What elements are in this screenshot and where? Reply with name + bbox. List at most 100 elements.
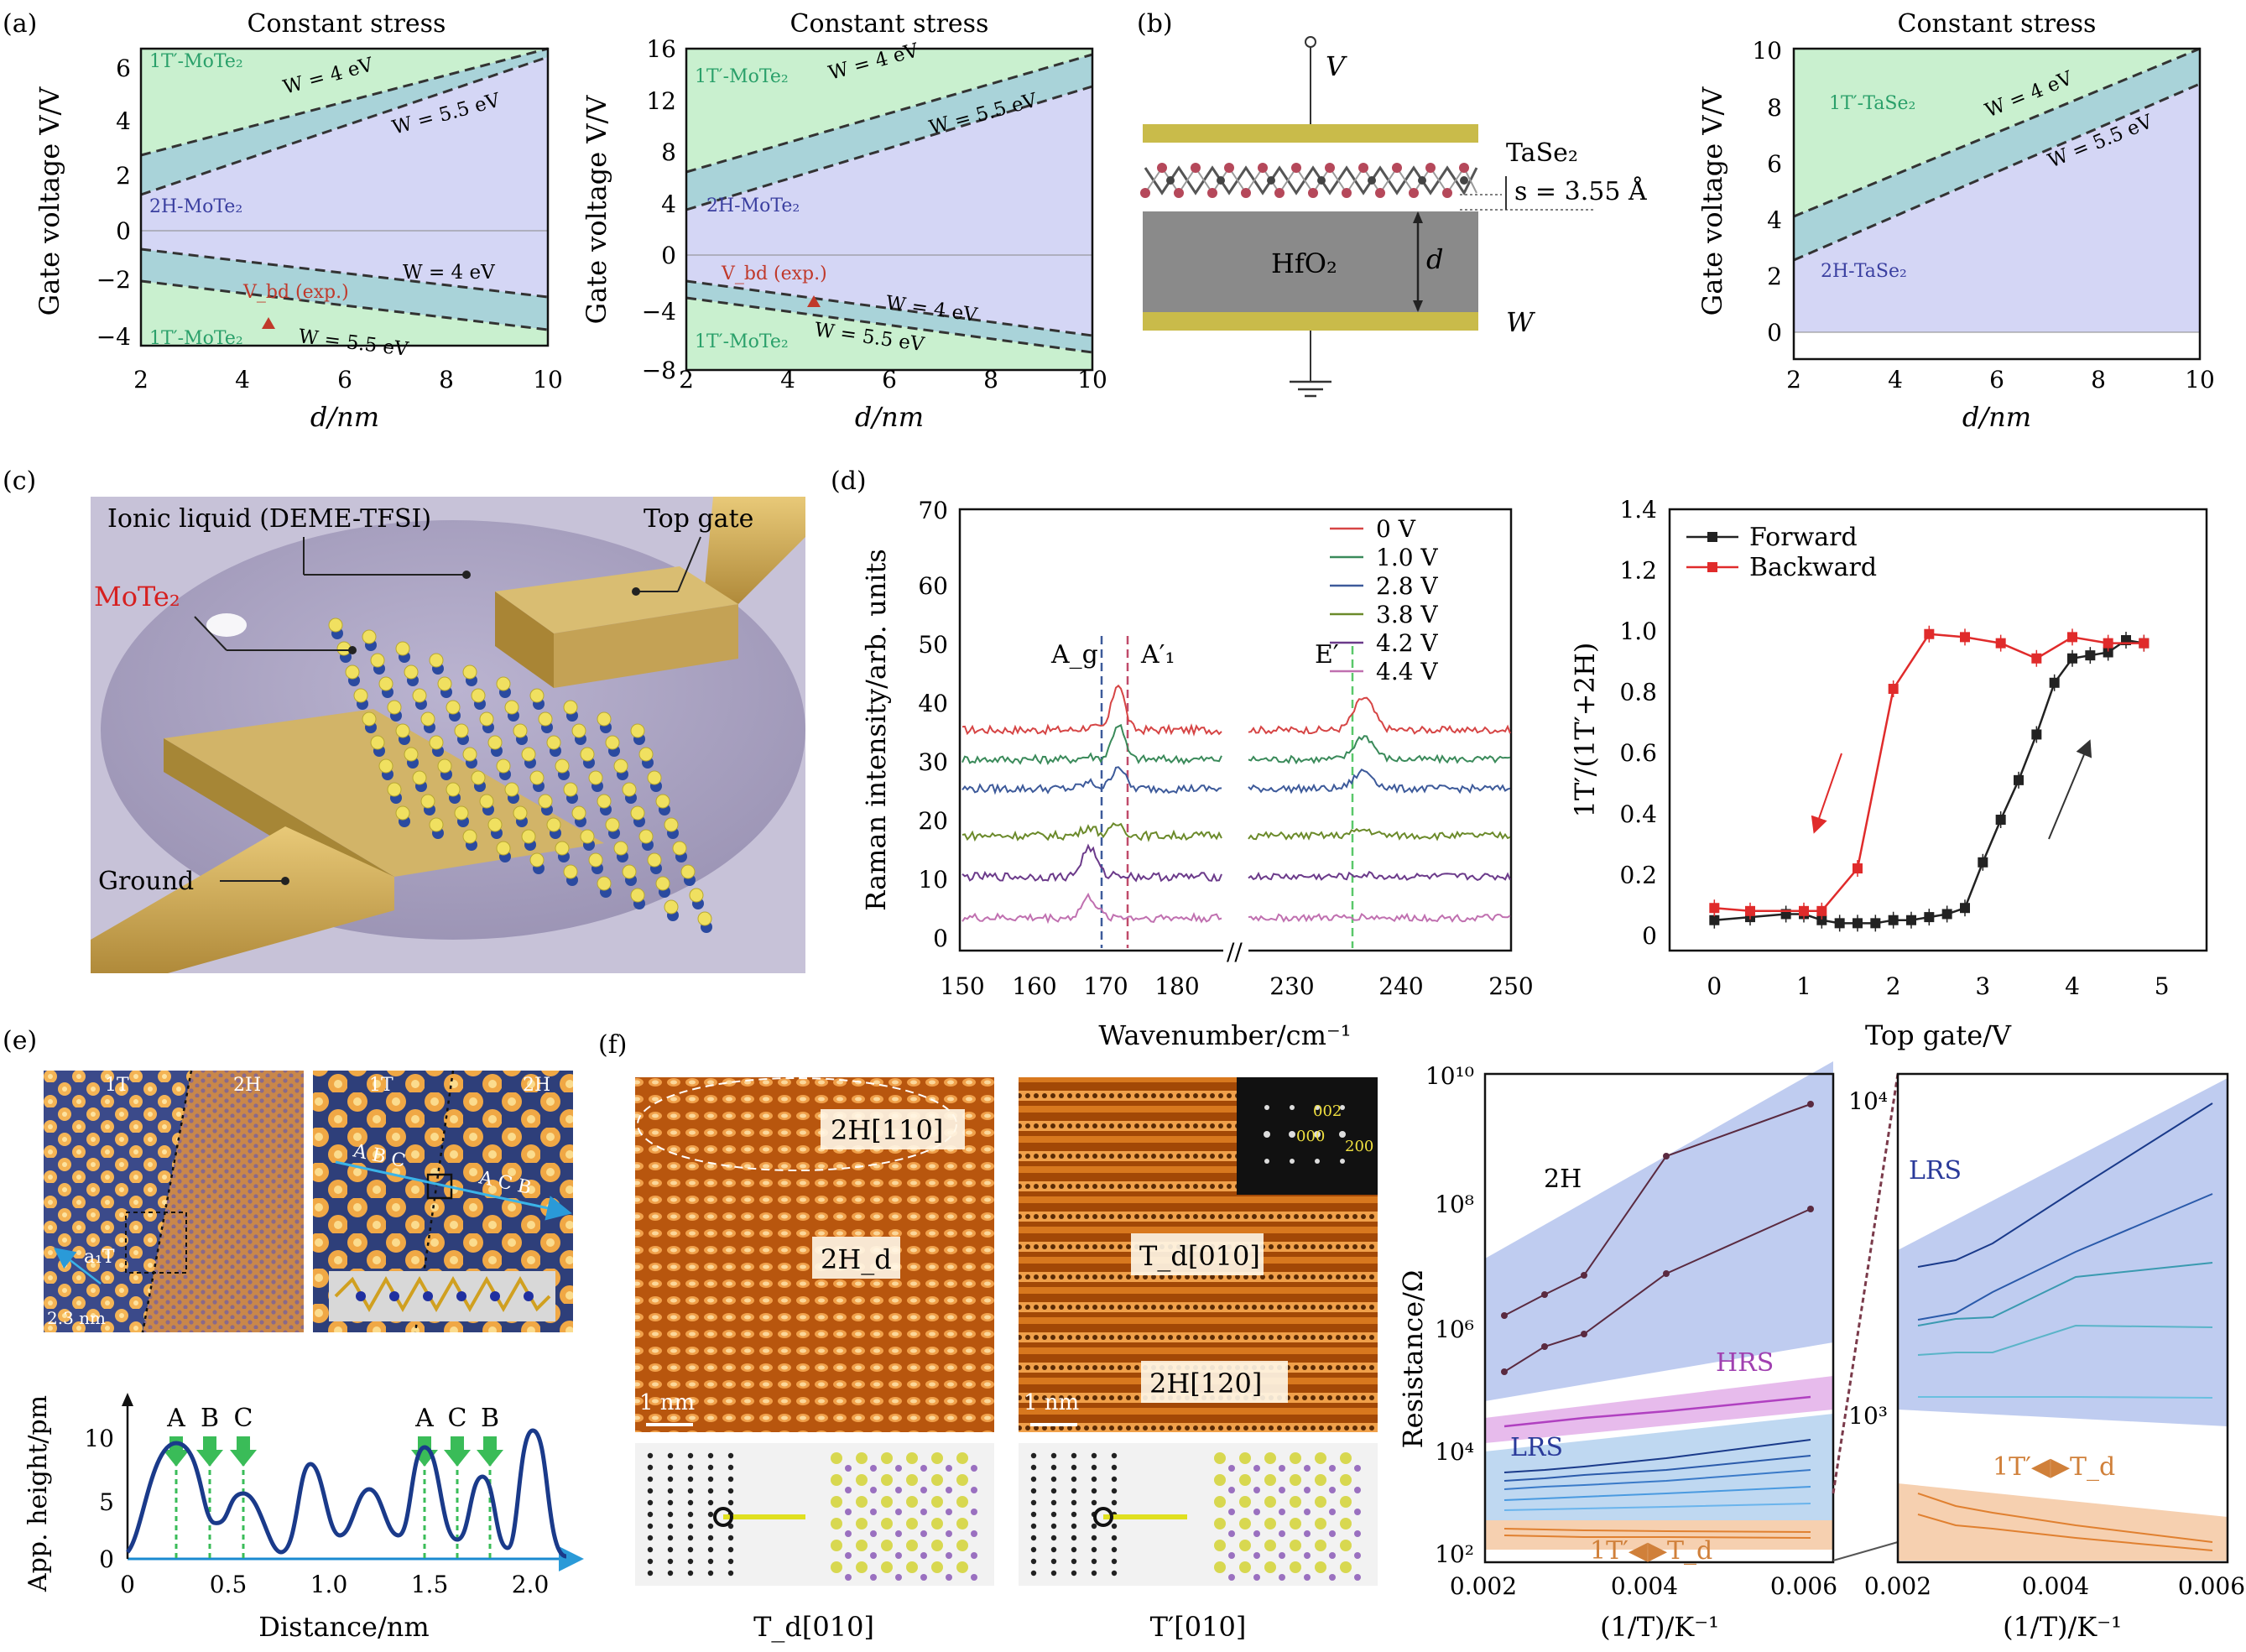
a2-ytick: −8 — [642, 357, 676, 384]
f-struct-atom-black — [647, 1558, 654, 1565]
c-top-gate-pad-top — [495, 566, 738, 633]
d-ratio-point-forward — [1978, 857, 1988, 868]
g-label-hrs: HRS — [1716, 1348, 1774, 1378]
c-lattice-atom-yellow — [496, 676, 511, 691]
a1-region-1T-bottom — [141, 281, 548, 346]
f-struct-atom-purple — [946, 1487, 952, 1493]
f-struct-atom-purple — [920, 1509, 927, 1515]
d-raman-xtick: 160 — [1012, 972, 1056, 1000]
c-lattice-atom-yellow — [597, 794, 612, 809]
f-struct-atom-yellow — [856, 1474, 868, 1486]
f-struct-atom-purple — [971, 1465, 977, 1472]
f-struct-atom-purple — [1329, 1465, 1336, 1472]
d-peak-ag: A_g — [1050, 640, 1098, 670]
f-struct-atom-purple — [870, 1574, 877, 1581]
d-raman-series-left — [961, 892, 1222, 925]
f-label-box-2h120 — [1141, 1361, 1288, 1403]
f-struct-atom-yellow — [1315, 1474, 1326, 1486]
f-struct-atom-purple — [1304, 1487, 1311, 1493]
f-struct-atom-black — [1111, 1558, 1118, 1565]
c-lattice-atom-yellow — [462, 829, 477, 844]
f-struct-atom-black — [1091, 1488, 1097, 1494]
f-struct-atom-black — [647, 1488, 654, 1494]
f-structure-right — [1019, 1443, 1378, 1586]
f-struct-atom-purple — [870, 1552, 877, 1559]
a1-w4-bottom-line — [140, 248, 549, 299]
f-struct-atom-black — [1071, 1488, 1077, 1494]
f-struct-atom-yellow — [1290, 1496, 1301, 1508]
g-point — [1663, 1153, 1670, 1160]
d-ratio-point-forward — [1924, 912, 1935, 923]
panel-f-tem: 2H[110] 2H_d 1 nm 002 000 200 T_d[010] 2… — [635, 1077, 1378, 1643]
f-label-td010: T_d[010] — [1139, 1240, 1260, 1272]
e-peak-arrow — [411, 1436, 438, 1467]
e-a1t-label: a₁T — [84, 1247, 115, 1268]
f-struct-atom-purple — [845, 1574, 852, 1581]
f-label-2h120: 2H[120] — [1149, 1368, 1262, 1399]
e-peak-label: B — [201, 1404, 219, 1433]
e-label-1T-b: 1T — [369, 1075, 393, 1096]
c-lattice-atom-yellow — [437, 758, 452, 774]
f-struct-atom-yellow — [1290, 1452, 1301, 1464]
d-legend-forward: Forward — [1749, 523, 1858, 552]
f-struct-atom-purple — [870, 1530, 877, 1537]
d-raman-legend: 0 V1.0 V2.8 V3.8 V4.2 V4.4 V — [1330, 515, 1438, 685]
g-right-curve-4 — [1917, 1324, 2213, 1356]
d-ratio-point-forward — [2049, 677, 2060, 688]
d-raman-spectra — [961, 684, 1511, 925]
f-struct-atom-yellow — [906, 1496, 918, 1508]
f-struct-atom-black — [1050, 1535, 1057, 1541]
f-struct-atom-purple — [1253, 1465, 1260, 1472]
f-label-2h110: 2H[110] — [831, 1114, 943, 1146]
f-struct-atom-purple — [1304, 1465, 1311, 1472]
c-pointer-dot-ionic — [462, 571, 471, 579]
f-scale-2: 1 nm — [1024, 1390, 1079, 1415]
d-ratio-ytick: 0.6 — [1619, 739, 1657, 767]
a1-xtick: 2 — [133, 366, 149, 393]
b-bottom-electrode — [1143, 312, 1478, 331]
b-xtick: 8 — [2091, 366, 2106, 393]
f-struct-atom-yellow — [1239, 1496, 1251, 1508]
f-struct-atom-black — [1111, 1523, 1118, 1530]
f-struct-atom-yellow — [1264, 1518, 1276, 1530]
e-yaxis-arrowhead — [122, 1393, 133, 1406]
c-lattice-atom-yellow — [471, 770, 486, 785]
f-struct-atom-yellow — [1264, 1540, 1276, 1551]
c-pointer-dot-ground — [281, 877, 289, 885]
f-struct-atom-black — [1071, 1499, 1077, 1506]
f-struct-atom-black — [667, 1488, 674, 1494]
a2-ytick: −4 — [642, 298, 676, 326]
f-struct-atom-yellow — [1340, 1518, 1352, 1530]
g-band-hrs — [1485, 1376, 1833, 1443]
b-atom-dark — [1368, 176, 1376, 185]
g-right-curve-1 — [1917, 1102, 2213, 1268]
b-hfo2-layer — [1143, 211, 1478, 312]
c-lattice-atom-yellow — [387, 782, 402, 797]
g-left-frame — [1483, 1072, 1835, 1564]
b-tase2-layer — [1140, 163, 1478, 198]
c-lattice-atom-yellow — [328, 618, 343, 633]
f-struct-atom-black — [1050, 1570, 1057, 1576]
g-left-ytick: 10⁸ — [1435, 1191, 1474, 1218]
f-struct-atom-black — [1050, 1523, 1057, 1530]
b-xlabel: d/nm — [1962, 401, 2031, 433]
f-struct-atom-black — [1030, 1546, 1037, 1553]
d-raman-series-left — [961, 843, 1222, 883]
f-struct-atom-yellow — [1264, 1452, 1276, 1464]
a1-ylabel: Gate voltage V/V — [34, 86, 65, 316]
f-struct-atom-yellow — [831, 1474, 842, 1486]
e-ytick: 5 — [99, 1488, 114, 1516]
c-lattice-atom-yellow — [555, 758, 570, 774]
e-peak-label: A — [414, 1404, 434, 1433]
b-thickness-arrowhead-top — [1413, 211, 1423, 223]
f-struct-atom-black — [1091, 1452, 1097, 1459]
c-lattice-atom-yellow — [471, 688, 486, 703]
f-struct-atom-black — [1030, 1535, 1037, 1541]
f-struct-atom-black — [1071, 1558, 1077, 1565]
f-struct-atom-yellow — [1340, 1561, 1352, 1573]
a1-label-1T-top: 1T′-MoTe₂ — [149, 51, 243, 72]
f-struct-atom-yellow — [1315, 1561, 1326, 1573]
panel-g-left: 2H HRS LRS 1T′◀▶T_d 0.002 0.004 0.006 10… — [1397, 1061, 1837, 1643]
f-struct-atom-black — [647, 1570, 654, 1576]
f-struct-atom-black — [1050, 1476, 1057, 1483]
